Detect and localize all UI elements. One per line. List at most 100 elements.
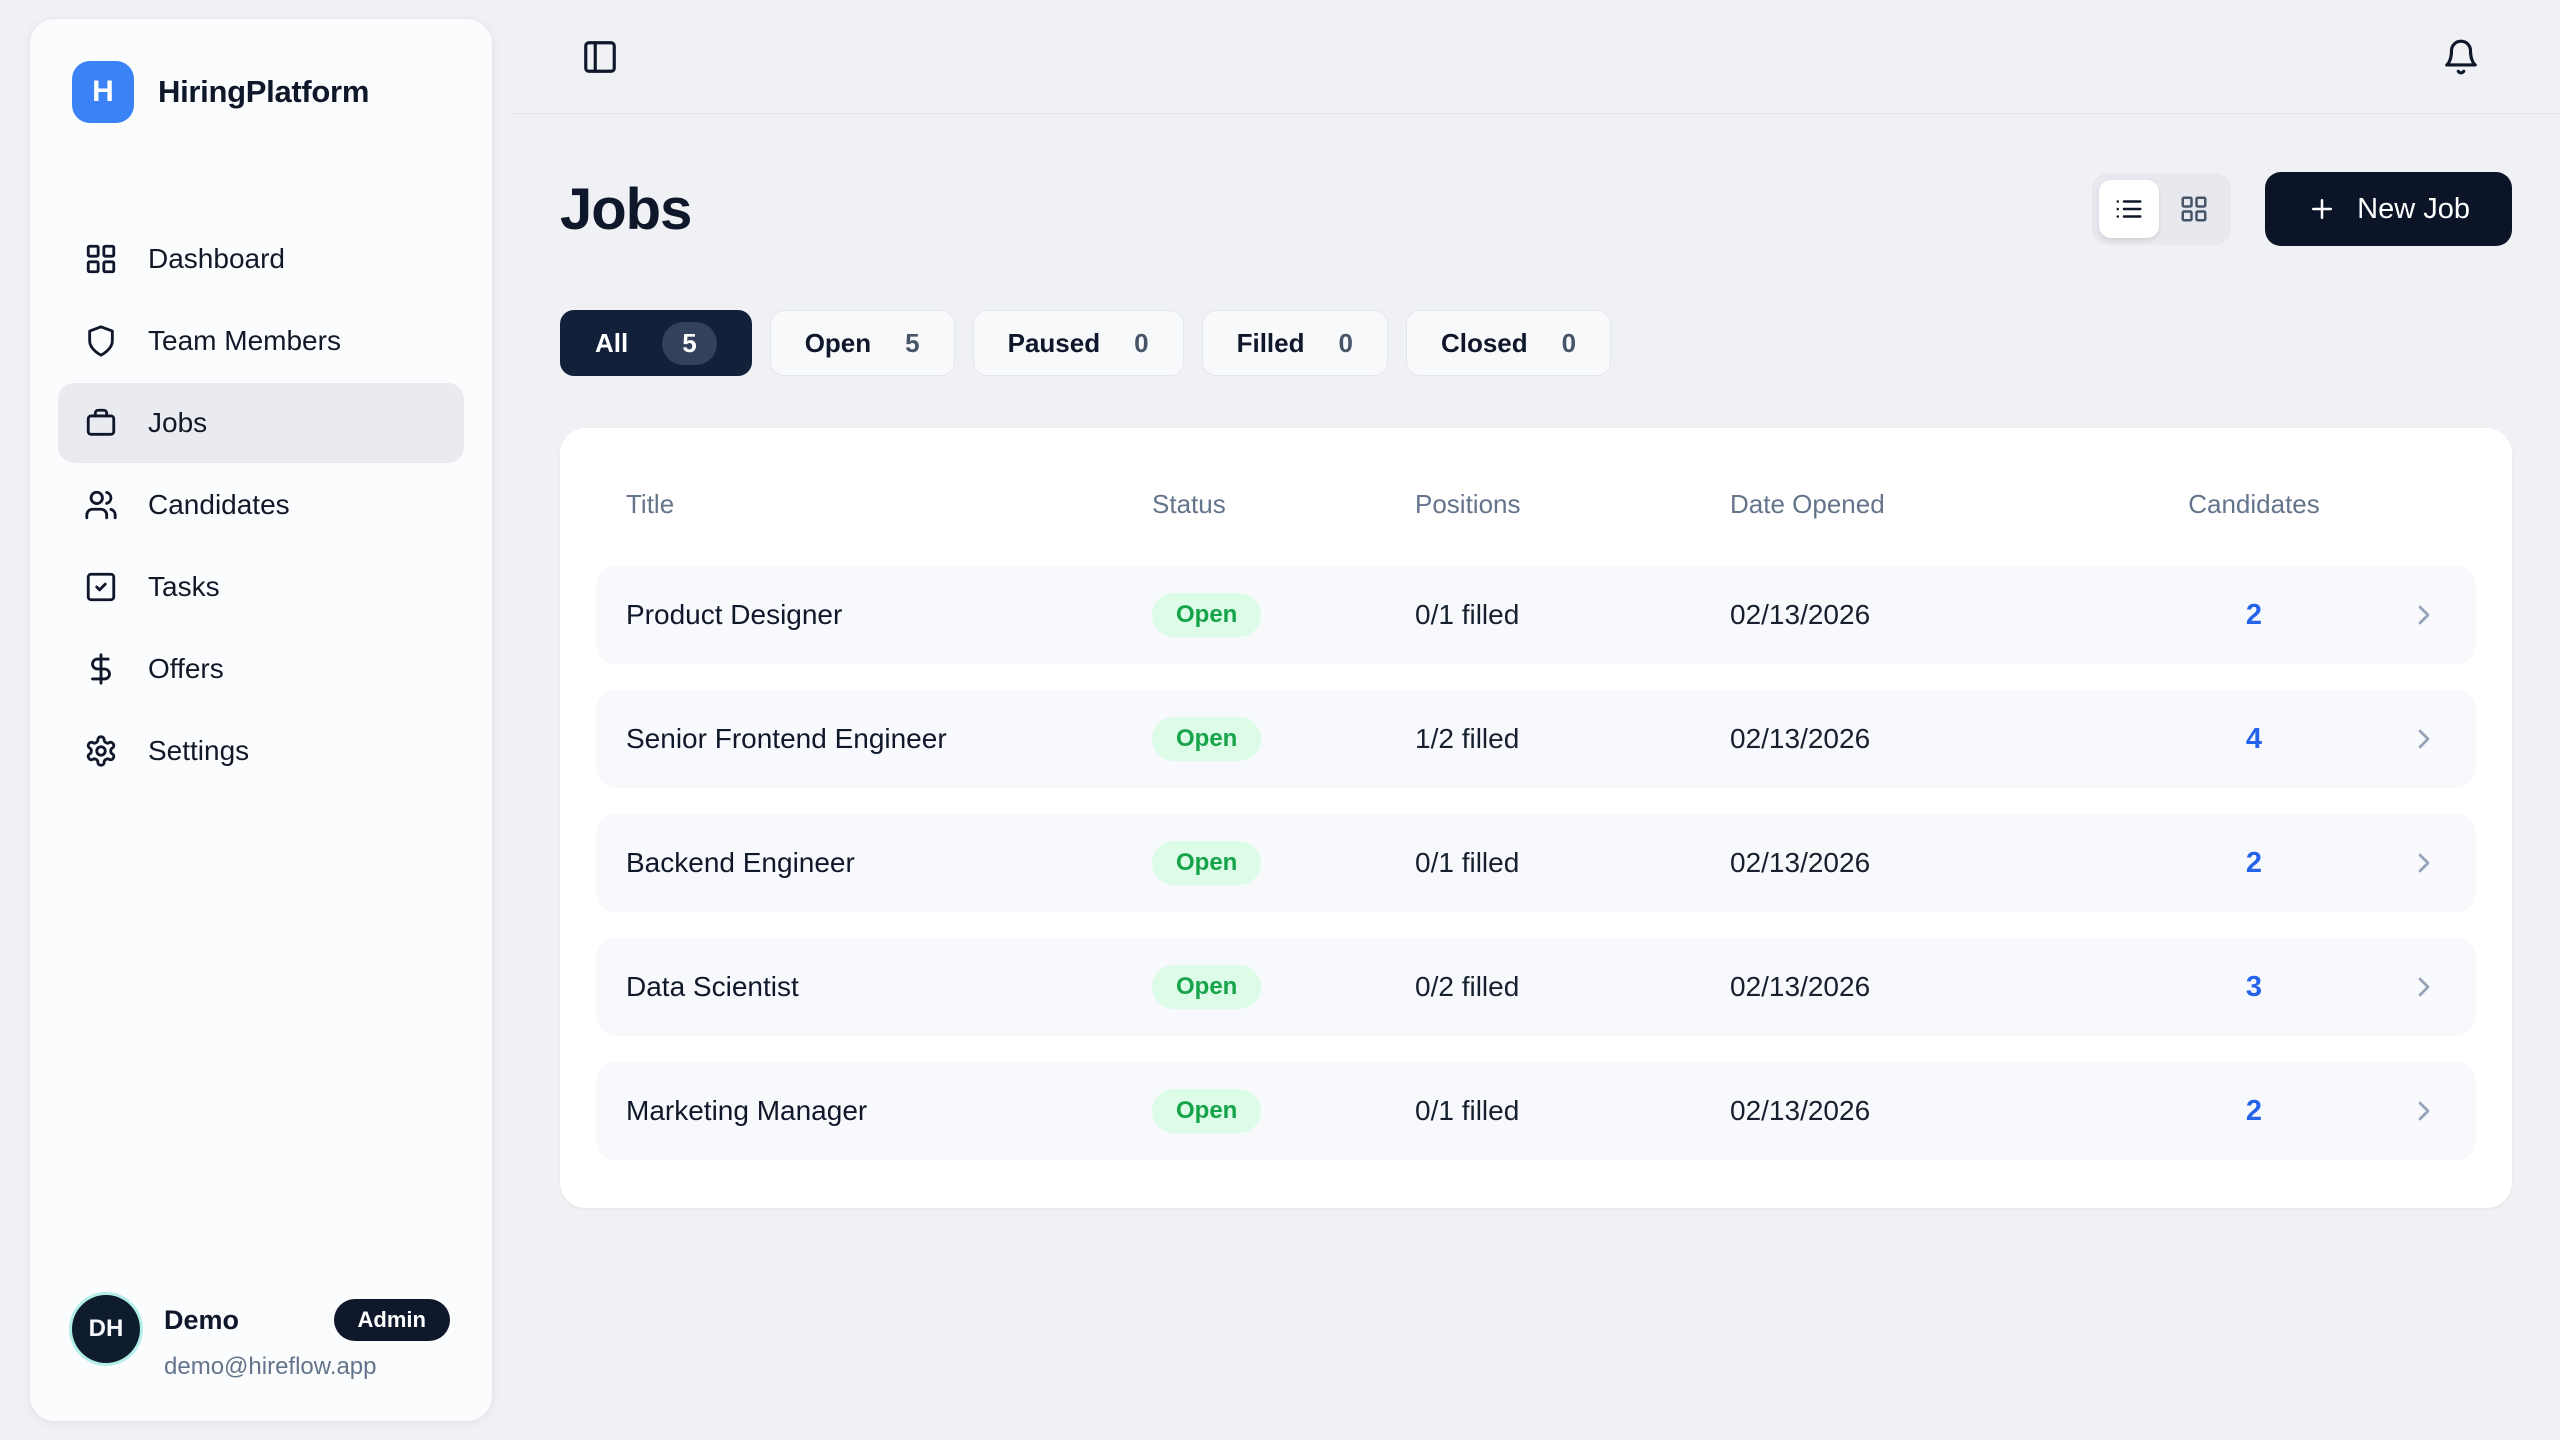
filter-label: All: [595, 327, 629, 358]
dollar-icon: [84, 652, 118, 686]
app-name: HiringPlatform: [158, 74, 370, 109]
sidebar-item-label: Offers: [148, 653, 224, 684]
sidebar-item-tasks[interactable]: Tasks: [58, 547, 464, 627]
filter-label: Open: [804, 327, 872, 358]
bell-icon: [2442, 38, 2480, 76]
column-header-date-opened: Date Opened: [1730, 488, 1885, 519]
status-badge: Open: [1152, 1089, 1262, 1133]
status-badge: Open: [1152, 841, 1262, 885]
notifications-button[interactable]: [2436, 32, 2486, 82]
job-title: Marketing Manager: [626, 1095, 868, 1126]
filter-paused[interactable]: Paused 0: [972, 310, 1184, 376]
table-row[interactable]: Product Designer Open 0/1 filled 02/13/2…: [596, 566, 2476, 664]
sidebar-item-label: Tasks: [148, 571, 220, 602]
positions-cell: 0/1 filled: [1415, 847, 1520, 878]
filter-open[interactable]: Open 5: [769, 310, 955, 376]
date-opened-cell: 02/13/2026: [1730, 599, 1871, 630]
positions-cell: 0/2 filled: [1415, 971, 1520, 1002]
table-header: Title Status Positions Date Opened Candi…: [596, 468, 2476, 540]
status-badge: Open: [1152, 717, 1262, 761]
column-header-title: Title: [626, 488, 675, 519]
filter-bar: All 5 Open 5 Paused 0 Filled 0 Closed 0: [560, 310, 2512, 376]
content: Jobs: [510, 114, 2560, 1208]
new-job-button[interactable]: New Job: [2265, 172, 2512, 246]
candidates-count-link[interactable]: 2: [2245, 846, 2263, 879]
filter-label: Filled: [1236, 327, 1305, 358]
brand: H HiringPlatform: [58, 61, 464, 123]
chevron-right-icon[interactable]: [2379, 723, 2476, 755]
candidates-count-link[interactable]: 2: [2245, 1094, 2263, 1127]
filter-label: Closed: [1440, 327, 1528, 358]
app-logo: H: [72, 61, 134, 123]
check-square-icon: [84, 570, 118, 604]
status-badge: Open: [1152, 593, 1262, 637]
positions-cell: 0/1 filled: [1415, 599, 1520, 630]
filter-all[interactable]: All 5: [560, 310, 752, 376]
sidebar-item-label: Jobs: [148, 407, 208, 438]
filter-closed[interactable]: Closed 0: [1405, 310, 1612, 376]
job-title: Product Designer: [626, 599, 843, 630]
table-row[interactable]: Senior Frontend Engineer Open 1/2 filled…: [596, 690, 2476, 788]
user-email: demo@hireflow.app: [164, 1353, 377, 1380]
filter-label: Paused: [1007, 327, 1101, 358]
list-view-button[interactable]: [2099, 180, 2160, 238]
chevron-right-icon[interactable]: [2379, 599, 2476, 631]
user-section: DH Demo Admin demo@hireflow.app: [58, 1295, 464, 1381]
column-header-status: Status: [1152, 488, 1226, 519]
new-job-label: New Job: [2357, 192, 2470, 225]
topbar: [510, 0, 2560, 114]
filter-filled[interactable]: Filled 0: [1201, 310, 1388, 376]
filter-count: 5: [905, 327, 920, 358]
chevron-right-icon[interactable]: [2379, 971, 2476, 1003]
shield-icon: [84, 324, 118, 358]
sidebar-nav: Dashboard Team Members Jobs Candidates T…: [58, 219, 464, 791]
sidebar-item-dashboard[interactable]: Dashboard: [58, 219, 464, 299]
main-area: Jobs: [510, 0, 2560, 1440]
status-badge: Open: [1152, 965, 1262, 1009]
table-row[interactable]: Marketing Manager Open 0/1 filled 02/13/…: [596, 1062, 2476, 1160]
sidebar-item-offers[interactable]: Offers: [58, 629, 464, 709]
grid-view-button[interactable]: [2164, 180, 2224, 238]
role-badge: Admin: [333, 1299, 450, 1341]
plus-icon: [2307, 194, 2337, 224]
positions-cell: 0/1 filled: [1415, 1095, 1520, 1126]
job-title: Backend Engineer: [626, 847, 855, 878]
dashboard-icon: [84, 242, 118, 276]
filter-count: 0: [1338, 327, 1353, 358]
sidebar-item-jobs[interactable]: Jobs: [58, 383, 464, 463]
panel-left-icon: [581, 38, 619, 76]
chevron-right-icon[interactable]: [2379, 847, 2476, 879]
sidebar-item-label: Settings: [148, 735, 250, 766]
table-row[interactable]: Backend Engineer Open 0/1 filled 02/13/2…: [596, 814, 2476, 912]
view-toggle: [2092, 173, 2232, 245]
briefcase-icon: [84, 406, 118, 440]
candidates-count-link[interactable]: 2: [2245, 598, 2263, 631]
list-icon: [2114, 194, 2144, 224]
filter-count: 0: [1134, 327, 1149, 358]
job-title: Data Scientist: [626, 971, 799, 1002]
user-name: Demo: [164, 1304, 240, 1335]
users-icon: [84, 488, 118, 522]
sidebar-item-team-members[interactable]: Team Members: [58, 301, 464, 381]
date-opened-cell: 02/13/2026: [1730, 723, 1871, 754]
sidebar-item-label: Dashboard: [148, 243, 285, 274]
date-opened-cell: 02/13/2026: [1730, 1095, 1871, 1126]
chevron-right-icon[interactable]: [2379, 1095, 2476, 1127]
avatar[interactable]: DH: [72, 1295, 140, 1363]
page-title: Jobs: [560, 176, 692, 242]
sidebar-item-candidates[interactable]: Candidates: [58, 465, 464, 545]
candidates-count-link[interactable]: 3: [2245, 970, 2263, 1003]
sidebar-toggle-button[interactable]: [575, 32, 625, 82]
table-row[interactable]: Data Scientist Open 0/2 filled 02/13/202…: [596, 938, 2476, 1036]
job-title: Senior Frontend Engineer: [626, 723, 947, 754]
sidebar-item-settings[interactable]: Settings: [58, 711, 464, 791]
positions-cell: 1/2 filled: [1415, 723, 1520, 754]
column-header-positions: Positions: [1415, 488, 1521, 519]
gear-icon: [84, 734, 118, 768]
candidates-count-link[interactable]: 4: [2245, 722, 2263, 755]
filter-count: 5: [662, 321, 717, 365]
grid-icon: [2179, 194, 2209, 224]
jobs-table-card: Title Status Positions Date Opened Candi…: [560, 428, 2512, 1208]
sidebar-item-label: Candidates: [148, 489, 290, 520]
filter-count: 0: [1561, 327, 1577, 358]
